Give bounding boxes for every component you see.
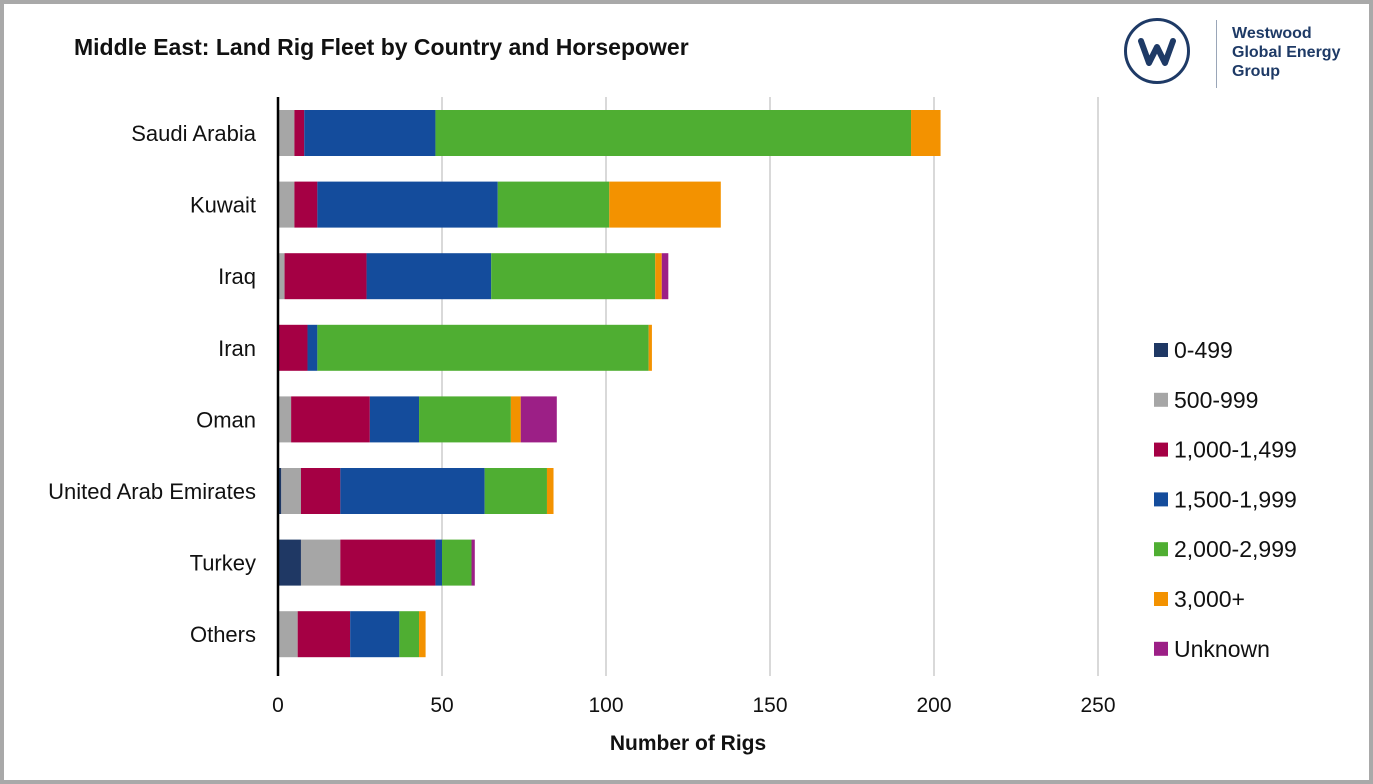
bar-segment bbox=[442, 539, 472, 586]
bar-segment bbox=[546, 468, 554, 514]
bar-segment bbox=[317, 181, 498, 228]
x-tick-label: 150 bbox=[752, 694, 787, 717]
x-tick-label: 0 bbox=[272, 694, 284, 717]
bar-segment bbox=[366, 253, 492, 300]
legend-label: 1,500-1,999 bbox=[1174, 486, 1297, 512]
w-letter-icon bbox=[1138, 38, 1176, 66]
bar-segment bbox=[294, 181, 318, 228]
logo-line-2: Global Energy bbox=[1232, 44, 1341, 61]
category-label: Others bbox=[190, 622, 256, 647]
bar-segment bbox=[284, 253, 367, 300]
category-label: Iraq bbox=[218, 264, 256, 289]
legend-label: 500-999 bbox=[1174, 387, 1258, 413]
bar-segment bbox=[369, 396, 420, 443]
bar-segment bbox=[399, 611, 420, 658]
category-label: Saudi Arabia bbox=[131, 121, 257, 146]
bar-segment bbox=[317, 324, 649, 371]
bar-segment bbox=[278, 253, 285, 300]
legend-swatch bbox=[1154, 641, 1168, 656]
bar-segment bbox=[520, 396, 557, 443]
legend-swatch bbox=[1154, 392, 1168, 407]
bar-segment bbox=[419, 611, 426, 658]
legend-label: Unknown bbox=[1174, 636, 1270, 662]
bar-segment bbox=[278, 181, 295, 228]
bar-segment bbox=[609, 181, 721, 228]
bar-segment bbox=[471, 539, 475, 586]
bar-segment bbox=[300, 468, 341, 514]
bar-segment bbox=[278, 396, 292, 443]
logo-line-1: Westwood bbox=[1232, 25, 1312, 42]
x-tick-label: 200 bbox=[916, 694, 951, 717]
bar-segment bbox=[304, 110, 436, 156]
bar-segment bbox=[297, 611, 351, 658]
legend-swatch bbox=[1154, 592, 1168, 606]
bar-segment bbox=[340, 539, 436, 586]
bar-segment bbox=[300, 539, 341, 586]
stacked-bar-chart: Saudi Arabia Kuwait Iraq Iran Oman United Ara… bbox=[48, 97, 1297, 755]
westwood-w-logo-icon bbox=[1124, 18, 1190, 84]
bar-segment bbox=[291, 396, 370, 443]
bar-segment bbox=[435, 539, 442, 586]
bar-segment bbox=[278, 324, 308, 371]
bar-segment bbox=[510, 396, 521, 443]
bar-segment bbox=[278, 539, 301, 586]
category-label: United Arab Emirates bbox=[48, 479, 256, 504]
bar-segment bbox=[661, 253, 669, 300]
x-tick-label: 250 bbox=[1080, 694, 1115, 717]
bar-segment bbox=[278, 611, 298, 658]
bar-segment bbox=[655, 253, 662, 300]
bar-segment bbox=[350, 611, 400, 658]
logo-divider bbox=[1216, 20, 1217, 88]
legend-label: 0-499 bbox=[1174, 337, 1233, 363]
x-tick-label: 100 bbox=[588, 694, 623, 717]
bar-segment bbox=[340, 468, 485, 514]
legend-swatch bbox=[1154, 492, 1168, 507]
legend-label: 2,000-2,999 bbox=[1174, 536, 1297, 562]
category-label: Iran bbox=[218, 336, 256, 361]
logo-wordmark: Westwood Global Energy Group bbox=[1232, 24, 1340, 81]
bar-segment bbox=[484, 468, 547, 514]
bar-segment bbox=[294, 110, 305, 156]
category-label: Turkey bbox=[190, 551, 256, 576]
legend-label: 3,000+ bbox=[1174, 586, 1245, 612]
legend-swatch bbox=[1154, 442, 1168, 457]
logo-line-3: Group bbox=[1232, 63, 1280, 80]
bar-segment bbox=[281, 468, 301, 514]
category-label: Kuwait bbox=[190, 193, 256, 218]
chart-title: Middle East: Land Rig Fleet by Country a… bbox=[74, 34, 689, 60]
bar-segment bbox=[491, 253, 656, 300]
legend-label: 1,000-1,499 bbox=[1174, 437, 1297, 463]
bar-segment bbox=[648, 324, 652, 371]
x-axis-title: Number of Rigs bbox=[610, 732, 766, 755]
bar-segment bbox=[497, 181, 610, 228]
bar-segment bbox=[435, 110, 912, 156]
bar-segment bbox=[419, 396, 511, 443]
category-label: Oman bbox=[196, 407, 256, 432]
westwood-logo: Westwood Global Energy Group bbox=[1124, 18, 1364, 94]
legend-swatch bbox=[1154, 542, 1168, 557]
bar-segment bbox=[307, 324, 318, 371]
x-tick-label: 50 bbox=[430, 694, 453, 717]
legend-swatch bbox=[1154, 343, 1168, 357]
bar-segment bbox=[278, 468, 282, 514]
bar-segment bbox=[911, 110, 941, 156]
bar-segment bbox=[278, 110, 295, 156]
